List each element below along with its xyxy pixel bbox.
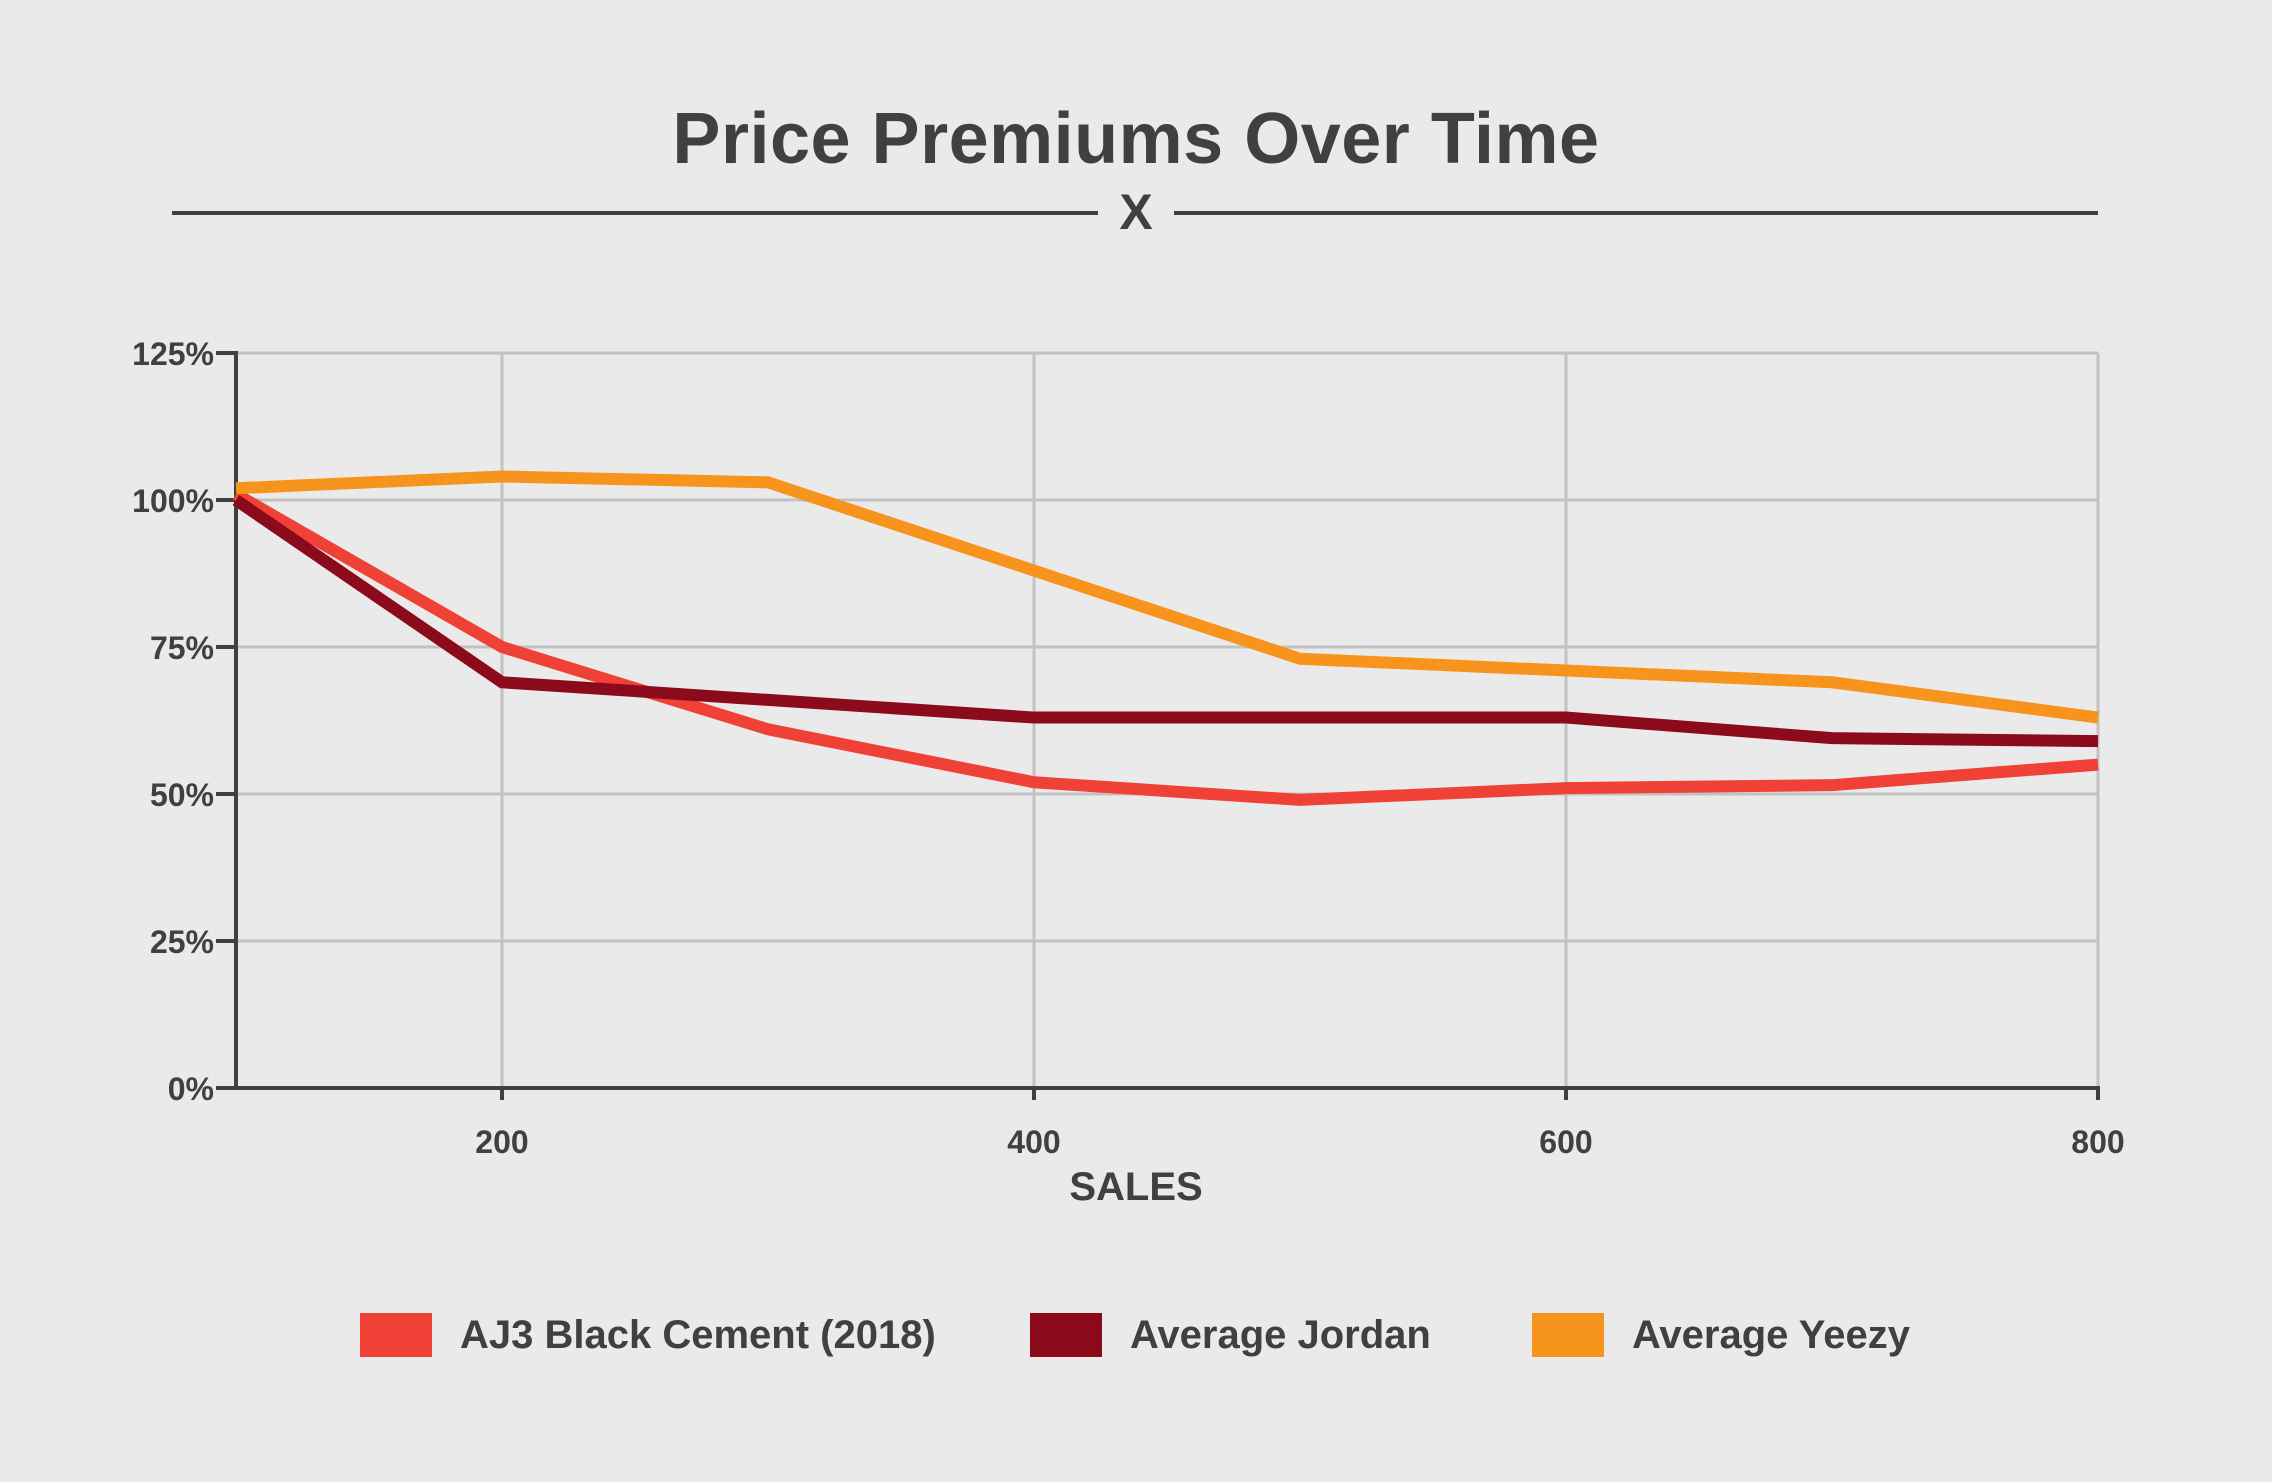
legend-swatch-aj3 xyxy=(360,1313,432,1357)
chart-title: Price Premiums Over Time xyxy=(672,99,1600,179)
axis-layer xyxy=(216,351,2100,1100)
title-divider: X xyxy=(172,185,2098,240)
legend-item-aj3: AJ3 Black Cement (2018) xyxy=(360,1305,936,1365)
x-axis-title: SALES xyxy=(1069,1165,1202,1209)
legend-swatch-average-yeezy xyxy=(1532,1313,1604,1357)
x-tick-label: 200 xyxy=(475,1124,528,1160)
x-tick-label: 400 xyxy=(1007,1124,1060,1160)
legend-swatch-average-jordan xyxy=(1030,1313,1102,1357)
legend-label-average-yeezy: Average Yeezy xyxy=(1632,1312,1910,1357)
legend-label-aj3: AJ3 Black Cement (2018) xyxy=(460,1312,936,1357)
brand-x-icon: X xyxy=(1119,185,1152,240)
series-layer xyxy=(232,470,2099,806)
x-tick-label: 800 xyxy=(2071,1124,2124,1160)
y-tick-label: 0% xyxy=(168,1071,214,1107)
legend-item-average-jordan: Average Jordan xyxy=(1030,1305,1431,1365)
series-line-average-jordan xyxy=(232,495,2099,748)
series-line-aj3-black-cement-2018 xyxy=(233,488,2099,806)
y-tick-label: 75% xyxy=(150,630,214,666)
label-layer: 0% 25% 50% 75% 100% 125% 200 400 600 800 xyxy=(132,336,2125,1160)
legend-item-average-yeezy: Average Yeezy xyxy=(1532,1305,1910,1365)
y-tick-label: 50% xyxy=(150,777,214,813)
legend-label-average-jordan: Average Jordan xyxy=(1130,1312,1431,1357)
y-tick-label: 100% xyxy=(132,483,214,519)
grid-layer xyxy=(236,351,2100,1088)
y-tick-label: 125% xyxy=(132,336,214,372)
y-tick-label: 25% xyxy=(150,924,214,960)
series-line-average-yeezy xyxy=(235,470,2099,724)
legend: AJ3 Black Cement (2018) Average Jordan A… xyxy=(0,1305,2272,1365)
x-tick-label: 600 xyxy=(1539,1124,1592,1160)
